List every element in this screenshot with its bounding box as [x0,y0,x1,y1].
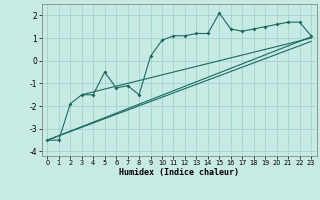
X-axis label: Humidex (Indice chaleur): Humidex (Indice chaleur) [119,168,239,177]
